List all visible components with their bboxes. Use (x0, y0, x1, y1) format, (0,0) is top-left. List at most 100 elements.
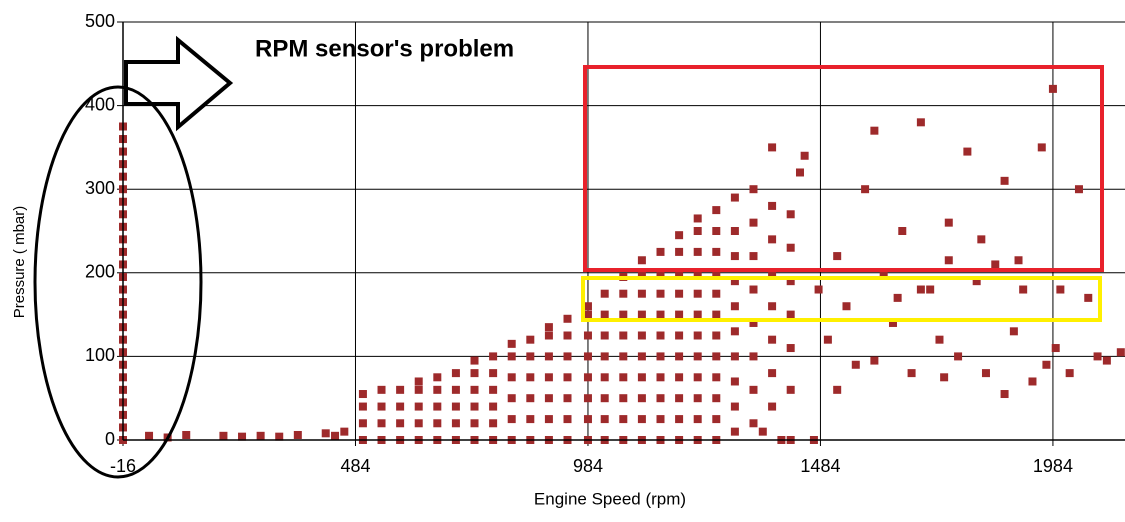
point (693, 268, 702, 277)
point (656, 331, 665, 340)
point (795, 168, 804, 177)
point (1056, 285, 1065, 294)
point (888, 318, 897, 327)
point (768, 369, 777, 378)
point (898, 227, 907, 235)
point (823, 335, 832, 344)
point (944, 218, 953, 227)
point (693, 227, 702, 235)
point (693, 394, 702, 403)
point (377, 402, 386, 411)
point (712, 227, 721, 235)
point (563, 314, 572, 323)
point (814, 285, 823, 294)
point (861, 185, 870, 194)
point (675, 352, 684, 361)
x-tick-label: 984 (573, 456, 603, 476)
point (693, 331, 702, 340)
point (470, 419, 479, 428)
point (749, 352, 758, 361)
point (656, 268, 665, 277)
point (637, 415, 646, 424)
arrow (124, 35, 234, 132)
point (730, 327, 739, 336)
point (730, 377, 739, 386)
point (619, 415, 628, 424)
point (981, 369, 990, 378)
point (954, 352, 963, 361)
point (786, 277, 795, 286)
point (1048, 84, 1057, 93)
point (768, 201, 777, 210)
point (940, 373, 949, 382)
grid (117, 21, 1125, 446)
point (182, 430, 191, 439)
point (331, 431, 340, 440)
point (1019, 285, 1028, 294)
point (833, 385, 842, 394)
point (870, 356, 879, 365)
point (600, 310, 609, 319)
point (675, 394, 684, 403)
point (637, 268, 646, 277)
point (489, 369, 498, 378)
point (507, 373, 516, 382)
point (768, 402, 777, 411)
point (768, 268, 777, 277)
point (544, 352, 553, 361)
point (293, 430, 302, 439)
point (768, 335, 777, 344)
point (749, 185, 758, 194)
point (544, 415, 553, 424)
point (675, 231, 684, 240)
point (800, 151, 809, 160)
point (749, 218, 758, 227)
point (730, 227, 739, 235)
point (600, 394, 609, 403)
point (916, 118, 925, 127)
point (637, 352, 646, 361)
point (433, 373, 442, 382)
annotation: RPM sensor's problem (255, 35, 514, 62)
point (637, 394, 646, 403)
point (637, 331, 646, 340)
x-axis-label: Engine Speed (rpm) (534, 489, 686, 508)
point (470, 356, 479, 365)
point (256, 431, 265, 440)
point (275, 432, 284, 441)
point (712, 268, 721, 277)
point (675, 289, 684, 298)
point (600, 289, 609, 298)
point (600, 331, 609, 340)
point (991, 260, 1000, 269)
point (451, 402, 460, 411)
point (563, 394, 572, 403)
point (675, 247, 684, 256)
point (730, 252, 739, 261)
y-tick-label: 100 (85, 345, 115, 365)
point (693, 415, 702, 424)
point (693, 289, 702, 298)
point (145, 431, 154, 440)
point (583, 331, 592, 340)
point (730, 277, 739, 286)
point (583, 302, 592, 311)
point (507, 352, 516, 361)
point (637, 373, 646, 382)
point (1093, 352, 1102, 361)
point (712, 289, 721, 298)
point (656, 373, 665, 382)
point (619, 352, 628, 361)
point (1102, 356, 1111, 365)
point (358, 402, 367, 411)
point (563, 352, 572, 361)
point (470, 385, 479, 394)
point (563, 373, 572, 382)
point (451, 419, 460, 428)
point (712, 415, 721, 424)
point (768, 302, 777, 311)
point (340, 427, 349, 436)
point (1009, 327, 1018, 336)
point (758, 427, 767, 436)
